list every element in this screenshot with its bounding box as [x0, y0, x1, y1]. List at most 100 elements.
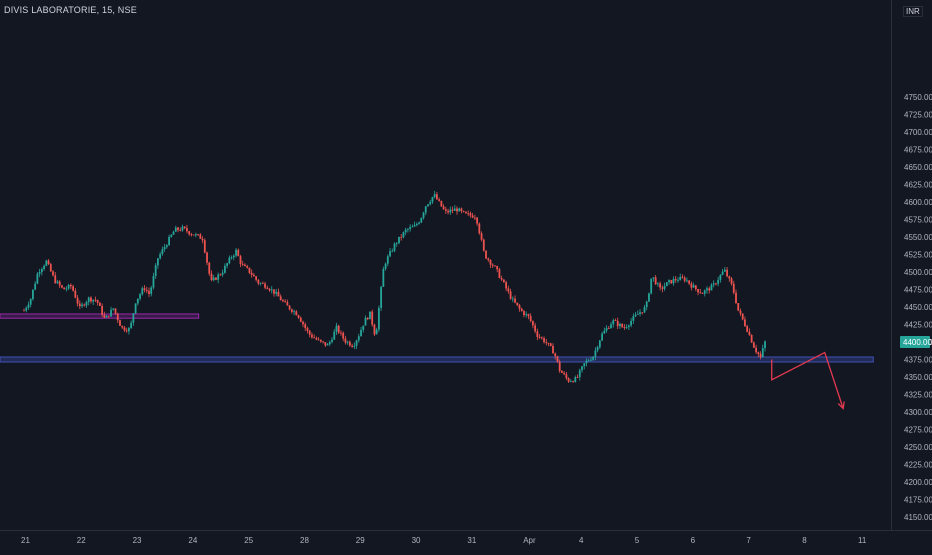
- candle-body-312: [719, 274, 722, 280]
- candle-body-175: [413, 225, 416, 227]
- candle-body-0: [23, 310, 25, 312]
- candle-body-166: [393, 243, 396, 251]
- candle-body-34: [98, 302, 101, 306]
- candle-body-158: [375, 329, 378, 335]
- candle-body-76: [192, 234, 195, 236]
- candle-body-123: [297, 315, 300, 318]
- candle-body-172: [407, 228, 409, 230]
- candle-body-101: [248, 267, 251, 273]
- price-tick-label: 4225.00: [904, 461, 932, 470]
- candle-body-5: [34, 283, 37, 290]
- candle-body-305: [703, 290, 706, 294]
- candle-body-294: [679, 276, 682, 281]
- time-tick-label: 24: [188, 536, 197, 545]
- candle-body-263: [610, 324, 612, 329]
- candle-body-2: [27, 304, 30, 308]
- candle-body-174: [411, 226, 414, 228]
- candle-body-241: [561, 371, 563, 373]
- candle-body-54: [143, 288, 146, 290]
- candle-body-311: [717, 279, 720, 284]
- candle-body-73: [186, 227, 188, 232]
- candle-body-187: [440, 200, 443, 207]
- last-price-badge: [900, 336, 930, 348]
- time-axis[interactable]: 21 22 23 24 25 28 29 30 31 Apr 4 5 6 7 8 11: [21, 536, 867, 545]
- candle-body-168: [398, 236, 400, 244]
- candle-body-114: [277, 291, 280, 297]
- candle-body-92: [228, 257, 231, 264]
- candle-body-151: [360, 329, 362, 337]
- candle-body-30: [90, 297, 92, 302]
- price-tick-label: 4550.00: [904, 233, 932, 242]
- candle-body-270: [625, 326, 628, 328]
- candle-body-39: [110, 309, 112, 317]
- candle-body-105: [257, 279, 260, 284]
- candle-body-128: [308, 330, 311, 335]
- time-tick-label: 30: [412, 536, 421, 545]
- candle-body-239: [556, 356, 559, 362]
- candle-body-35: [101, 305, 104, 315]
- candle-body-304: [701, 293, 704, 294]
- candles-layer: [23, 190, 766, 384]
- candle-body-222: [518, 305, 521, 309]
- candle-body-21: [69, 284, 72, 287]
- candle-body-159: [377, 307, 380, 330]
- price-tick-label: 4425.00: [904, 321, 932, 330]
- candle-body-309: [712, 283, 715, 285]
- candle-body-283: [654, 277, 657, 285]
- candle-body-52: [139, 294, 141, 299]
- candle-body-155: [369, 311, 371, 320]
- candle-body-163: [386, 256, 389, 264]
- candle-body-63: [163, 247, 166, 250]
- candle-body-211: [494, 265, 496, 267]
- candle-body-323: [744, 319, 746, 327]
- price-axis[interactable]: 4150.00 4175.00 4200.00 4225.00 4250.00 4275.…: [904, 93, 932, 522]
- candle-body-29: [87, 297, 90, 302]
- last-price-label: 4400.00: [900, 336, 932, 348]
- candle-body-108: [264, 283, 266, 288]
- candle-body-83: [208, 262, 211, 274]
- candle-body-318: [732, 283, 735, 293]
- candle-body-185: [436, 194, 438, 200]
- candle-body-149: [355, 340, 358, 346]
- candle-body-47: [128, 328, 130, 332]
- candle-body-104: [255, 276, 258, 280]
- candle-body-237: [552, 345, 554, 354]
- candle-body-285: [659, 283, 662, 288]
- candle-body-135: [324, 342, 327, 346]
- candle-body-319: [735, 292, 737, 304]
- candle-body-25: [78, 303, 81, 307]
- candle-body-67: [172, 231, 175, 235]
- candle-body-233: [543, 338, 545, 343]
- candle-body-231: [538, 336, 541, 338]
- candle-body-91: [226, 263, 229, 266]
- candle-body-145: [346, 341, 349, 343]
- candle-body-97: [239, 256, 242, 264]
- price-tick-label: 4600.00: [904, 198, 932, 207]
- currency-badge[interactable]: INR: [903, 6, 923, 17]
- candle-body-229: [534, 325, 537, 332]
- candle-body-31: [92, 299, 95, 302]
- candle-body-51: [136, 298, 139, 304]
- time-tick-label: 7: [746, 536, 751, 545]
- candle-body-219: [511, 298, 514, 300]
- candle-body-228: [531, 320, 534, 326]
- candle-body-178: [420, 217, 423, 223]
- price-tick-label: 4625.00: [904, 181, 932, 190]
- candle-body-262: [607, 328, 610, 329]
- candle-body-223: [520, 308, 523, 312]
- candle-body-102: [250, 272, 253, 275]
- candle-body-79: [199, 234, 202, 239]
- candle-body-126: [304, 324, 307, 328]
- candle-body-179: [422, 212, 425, 218]
- candle-body-131: [315, 337, 318, 340]
- candle-body-284: [656, 283, 659, 285]
- candle-body-327: [752, 342, 755, 348]
- candle-body-210: [491, 264, 494, 266]
- candle-body-133: [319, 339, 322, 342]
- candle-body-150: [357, 336, 360, 341]
- support-zone: [0, 356, 874, 363]
- candle-body-46: [125, 330, 128, 332]
- candle-body-196: [460, 208, 463, 211]
